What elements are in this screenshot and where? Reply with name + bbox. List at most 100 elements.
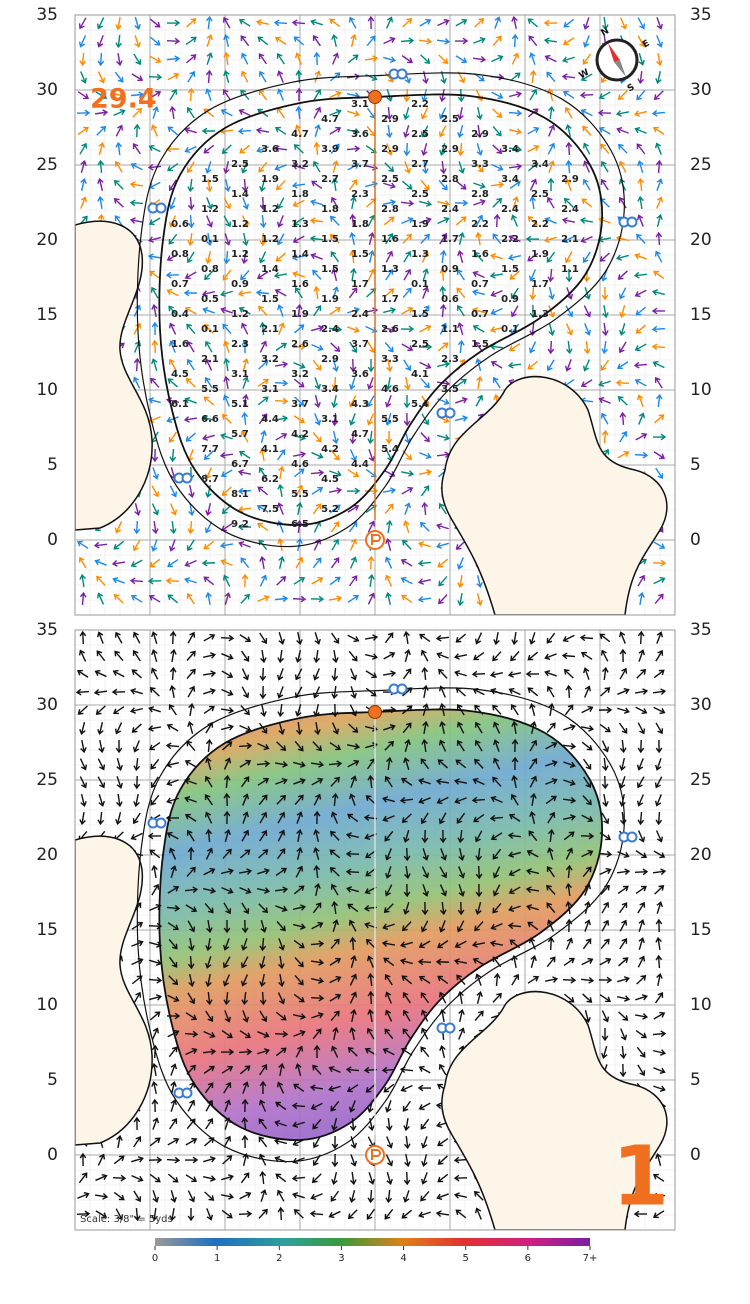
slope-arrow — [96, 35, 104, 48]
slope-arrow — [490, 307, 503, 316]
slope-arrow — [80, 739, 87, 754]
slope-arrow — [331, 33, 338, 48]
slope-arrow — [599, 633, 611, 643]
slope-arrow — [349, 449, 358, 462]
slope-arrow — [313, 810, 321, 825]
slope-arrow — [636, 776, 645, 789]
slope-arrow — [168, 233, 178, 245]
slope-arrow — [474, 739, 483, 752]
slope-arrow — [656, 972, 663, 987]
slope-arrow — [187, 846, 195, 861]
sprinkler — [155, 817, 167, 829]
slope-arrow — [202, 652, 217, 659]
slope-arrow — [221, 886, 234, 895]
slope-arrow — [259, 1064, 268, 1076]
slope-arrow — [276, 686, 284, 699]
slope-arrow — [274, 397, 289, 405]
slope-arrow — [453, 653, 468, 660]
slope-arrow — [219, 542, 234, 549]
slope-arrow — [401, 216, 414, 224]
slope-arrow — [256, 271, 269, 280]
slope-value: 5.5 — [201, 384, 219, 395]
slope-arrow — [492, 992, 502, 1003]
slope-arrow — [132, 539, 141, 552]
slope-arrow — [420, 432, 430, 443]
slope-arrow — [238, 1048, 253, 1056]
slope-arrow — [151, 649, 158, 662]
slope-arrow — [526, 849, 539, 858]
slope-arrow — [438, 594, 448, 605]
slope-arrow — [454, 670, 467, 677]
slope-arrow — [329, 742, 342, 751]
slope-value: 6.5 — [291, 519, 309, 530]
slope-arrow — [419, 361, 432, 370]
slope-arrow — [599, 994, 612, 1003]
slope-arrow — [277, 992, 286, 1005]
slope-arrow — [79, 776, 88, 789]
slope-arrow — [151, 539, 158, 552]
slope-arrow — [260, 1189, 267, 1202]
slope-arrow — [655, 159, 663, 174]
slope-arrow — [187, 955, 195, 970]
slope-value: 2.3 — [441, 354, 459, 365]
slope-value: 2.9 — [381, 114, 399, 125]
slope-arrow — [403, 830, 410, 843]
slope-value: 2.8 — [381, 204, 399, 215]
slope-arrow — [348, 179, 358, 191]
slope-arrow — [402, 539, 412, 550]
slope-value: 2.9 — [321, 354, 339, 365]
slope-arrow — [312, 741, 322, 752]
slope-arrow — [454, 199, 469, 207]
slope-arrow — [203, 867, 216, 876]
slope-arrow — [260, 649, 267, 664]
slope-arrow — [310, 940, 325, 948]
slope-arrow — [439, 884, 448, 897]
slope-value: 2.9 — [471, 129, 489, 140]
slope-arrow — [204, 1082, 214, 1094]
slope-arrow — [400, 199, 415, 207]
slope-value: 4.3 — [351, 399, 369, 410]
slope-arrow — [239, 1191, 252, 1200]
slope-arrow — [420, 1191, 430, 1202]
slope-arrow — [636, 1046, 646, 1058]
slope-arrow — [331, 268, 338, 281]
slope-arrow — [222, 574, 231, 587]
compass-letter: E — [641, 39, 651, 51]
slope-arrow — [565, 847, 574, 860]
slope-arrow — [401, 777, 413, 786]
slope-arrow — [636, 975, 647, 985]
slope-arrow — [599, 252, 610, 262]
slope-arrow — [168, 1046, 178, 1058]
slope-arrow — [365, 670, 378, 679]
slope-arrow — [310, 199, 323, 206]
slope-arrow — [508, 163, 523, 171]
slope-arrow — [331, 1118, 338, 1132]
slope-arrow — [421, 738, 429, 753]
slope-arrow — [366, 1027, 375, 1040]
slope-arrow — [651, 307, 666, 315]
slope-arrow — [238, 18, 251, 27]
slope-arrow — [331, 1172, 338, 1186]
slope-value: 4.6 — [291, 459, 309, 470]
slope-arrow — [476, 124, 483, 139]
slope-arrow — [167, 922, 179, 931]
slope-arrow — [220, 707, 235, 714]
slope-arrow — [583, 340, 591, 355]
slope-arrow — [437, 558, 449, 568]
slope-arrow — [206, 34, 213, 47]
slope-arrow — [80, 160, 87, 173]
slope-arrow — [79, 811, 86, 826]
slope-arrow — [205, 161, 212, 174]
slope-arrow — [296, 811, 303, 824]
slope-arrow — [385, 538, 392, 551]
slope-arrow — [547, 828, 555, 843]
slope-arrow — [656, 17, 663, 30]
slope-arrow — [637, 901, 646, 914]
slope-arrow — [493, 739, 500, 752]
green-outline — [158, 708, 604, 1141]
slope-arrow — [436, 38, 451, 45]
slope-arrow — [204, 811, 213, 824]
slope-arrow — [132, 107, 143, 118]
slope-arrow — [242, 1152, 249, 1166]
slope-arrow — [184, 397, 197, 404]
